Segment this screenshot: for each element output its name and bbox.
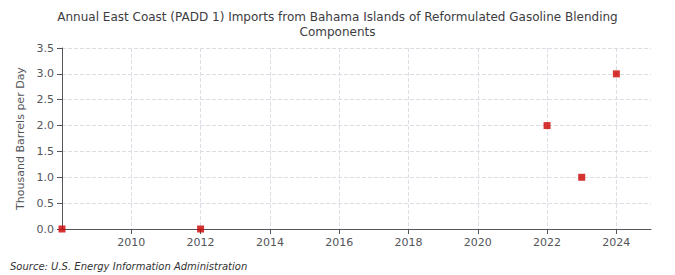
svg-text:2.5: 2.5 <box>37 93 55 106</box>
svg-text:2016: 2016 <box>325 236 353 249</box>
svg-text:2014: 2014 <box>256 236 284 249</box>
svg-text:3.0: 3.0 <box>37 67 55 80</box>
svg-text:2018: 2018 <box>394 236 422 249</box>
svg-text:2010: 2010 <box>117 236 145 249</box>
svg-text:3.5: 3.5 <box>37 42 55 55</box>
svg-text:0.0: 0.0 <box>37 223 55 236</box>
svg-text:2022: 2022 <box>533 236 561 249</box>
svg-text:Thousand Barrels per Day: Thousand Barrels per Day <box>14 67 27 211</box>
svg-text:2.0: 2.0 <box>37 119 55 132</box>
svg-text:Components: Components <box>300 25 376 39</box>
svg-text:Annual East Coast (PADD 1) Imp: Annual East Coast (PADD 1) Imports from … <box>57 10 617 24</box>
svg-text:2020: 2020 <box>464 236 492 249</box>
svg-text:1.0: 1.0 <box>37 171 55 184</box>
svg-text:0.5: 0.5 <box>37 197 55 210</box>
svg-text:Source: U.S. Energy Informatio: Source: U.S. Energy Information Administ… <box>10 261 247 272</box>
svg-text:1.5: 1.5 <box>37 145 55 158</box>
svg-text:2012: 2012 <box>187 236 215 249</box>
svg-text:2024: 2024 <box>602 236 630 249</box>
